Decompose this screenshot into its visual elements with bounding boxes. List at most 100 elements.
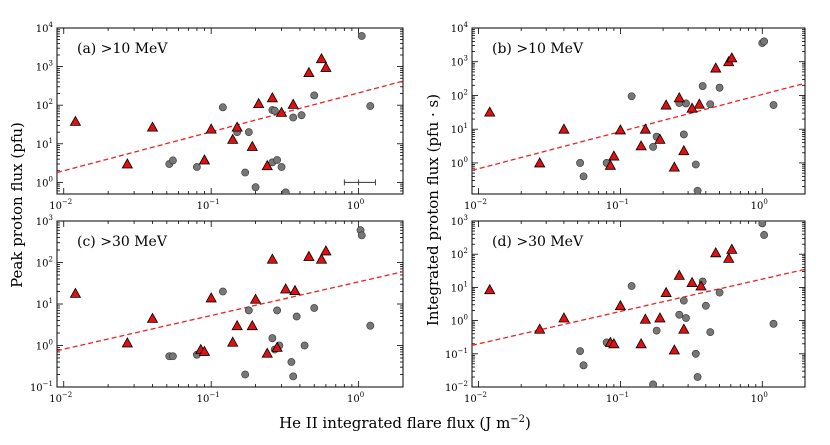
y-tick-label: 103: [36, 60, 53, 74]
triangle-point: [639, 123, 652, 134]
triangle-point: [693, 98, 706, 109]
y-tick-label: 100: [451, 314, 468, 328]
circle-point: [310, 91, 319, 100]
circle-point: [579, 172, 588, 181]
y-tick-label: 104: [36, 21, 54, 35]
triangle-point: [146, 312, 159, 323]
circle-point: [679, 296, 688, 305]
triangle-point: [303, 66, 315, 77]
panel-b: 100 101 102 103 104 10−2 10−1 100 (b) >10 MeV: [451, 21, 806, 212]
triangle-point: [146, 121, 159, 132]
fit-line: [472, 268, 805, 346]
triangle-point: [608, 337, 620, 349]
y-axis-title-right: Integrated proton flux (pfu · s): [424, 94, 442, 326]
panel-label: (b) >10 MeV: [492, 41, 584, 57]
circle-point: [675, 310, 684, 319]
y-tick-label: 100: [36, 175, 53, 189]
triangle-point: [231, 319, 243, 331]
circle-point: [769, 319, 778, 328]
circle-point: [289, 372, 298, 381]
triangle-point: [710, 62, 722, 73]
triangle-point: [534, 157, 546, 168]
triangle-point: [231, 121, 243, 132]
triangle-point: [608, 150, 620, 161]
circle-point: [251, 183, 260, 192]
circle-point: [357, 231, 366, 240]
x-tick-label: 10−1: [197, 198, 220, 212]
triangle-point: [654, 133, 666, 144]
x-tick-label: 100: [751, 198, 768, 212]
circle-point: [579, 361, 588, 370]
triangle-point: [660, 99, 672, 110]
triangle-point: [271, 341, 283, 352]
triangle-point: [534, 323, 546, 334]
y-tick-label: 102: [451, 88, 468, 102]
circle-point: [706, 100, 715, 109]
y-tick-label: 102: [36, 98, 53, 112]
triangle-point: [275, 106, 288, 117]
circle-point: [576, 159, 584, 167]
circle-point: [649, 380, 657, 387]
circle-point: [218, 287, 227, 296]
fit-line: [57, 80, 403, 174]
data-layer: [472, 221, 805, 387]
circle-point: [289, 113, 298, 122]
circle-point: [706, 328, 715, 337]
triangle-point: [121, 158, 134, 169]
y-tick-label: 10−2: [445, 380, 468, 394]
ticks: [56, 27, 404, 195]
circle-point: [192, 163, 201, 171]
y-tick-label: 101: [451, 122, 468, 136]
triangle-point: [198, 154, 211, 165]
circle-point: [682, 314, 690, 322]
triangle-point: [678, 323, 690, 334]
circle-point: [241, 370, 250, 379]
x-tick-label: 10−2: [49, 391, 72, 405]
panel-a: 100 101 102 103 104 10−2 10−1 100 (a) >10 MeV: [36, 21, 404, 212]
circle-point: [715, 83, 724, 92]
triangle-point: [668, 161, 681, 172]
triangle-point: [198, 345, 211, 356]
circle-point: [627, 92, 636, 101]
circle-point: [169, 352, 177, 361]
ticks: [471, 27, 806, 194]
triangle-point: [279, 283, 292, 294]
panel-d: 10−2 10−1 100 101 102 103 10−2 10−1 100 (d) >30 M…: [445, 214, 806, 405]
y-tick-label: 103: [451, 214, 468, 228]
y-tick-label: 101: [451, 280, 468, 294]
triangle-point: [604, 159, 617, 170]
triangle-point: [303, 250, 315, 261]
x-tick-label: 100: [347, 391, 364, 405]
triangle-point: [315, 52, 328, 64]
x-tick-label: 10−2: [49, 198, 72, 212]
triangle-point: [320, 245, 332, 256]
circle-point: [300, 341, 309, 350]
triangle-point: [635, 337, 647, 349]
triangle-point: [558, 312, 570, 323]
triangle-point: [678, 144, 690, 156]
circle-point: [244, 128, 253, 137]
x-tick-label: 100: [751, 391, 768, 405]
circle-point: [292, 312, 301, 321]
circle-point: [693, 373, 702, 381]
triangle-point: [723, 252, 735, 263]
y-tick-label: 10−1: [30, 380, 53, 394]
y-tick-label: 102: [451, 247, 468, 261]
ticks: [471, 220, 806, 388]
triangle-point: [121, 337, 134, 348]
triangle-point: [261, 347, 273, 358]
triangle-point: [249, 293, 262, 304]
y-tick-label: 100: [36, 339, 53, 353]
circle-point: [281, 188, 290, 194]
circle-point: [627, 282, 636, 290]
x-tick-label: 10−1: [606, 391, 629, 405]
circle-point: [693, 186, 702, 194]
panel-label: (a) >10 MeV: [77, 41, 168, 57]
circle-point: [287, 358, 296, 366]
circle-point: [270, 106, 279, 115]
triangle-point: [320, 61, 332, 72]
triangle-point: [266, 92, 279, 103]
circle-point: [701, 301, 710, 310]
